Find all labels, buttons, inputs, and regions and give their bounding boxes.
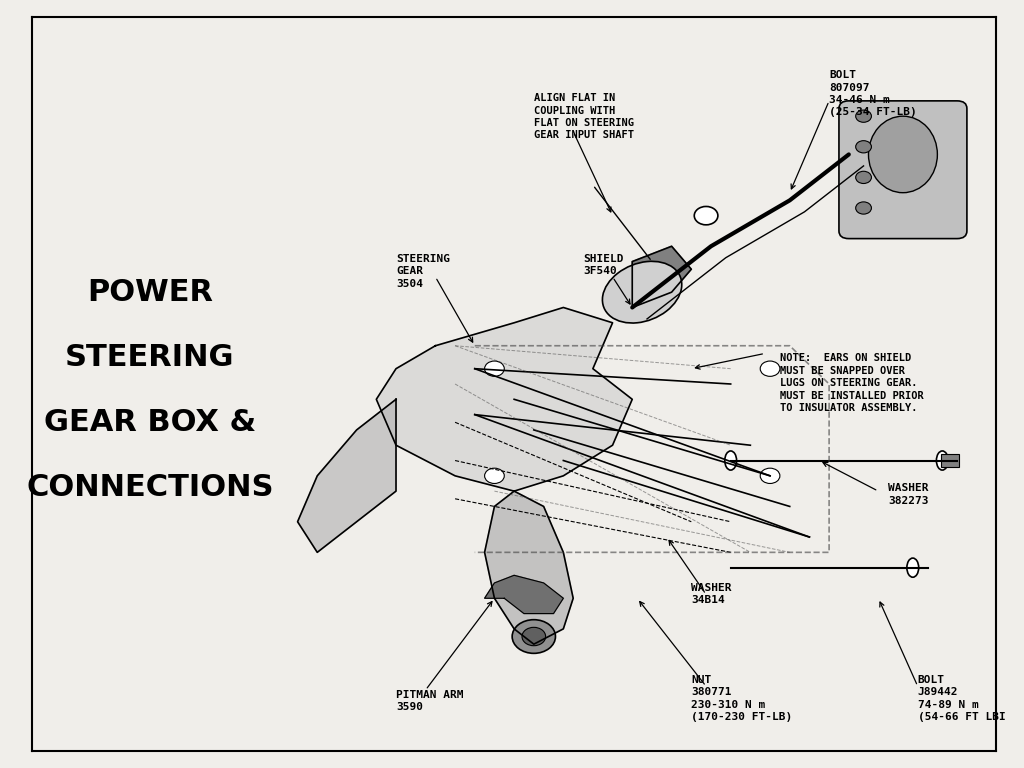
Text: NOTE:  EARS ON SHIELD
MUST BE SNAPPED OVER
LUGS ON STEERING GEAR.
MUST BE INSTAL: NOTE: EARS ON SHIELD MUST BE SNAPPED OVE… [780, 353, 924, 413]
Circle shape [484, 468, 504, 484]
Ellipse shape [725, 451, 736, 470]
Polygon shape [484, 575, 563, 614]
Text: STEERING
GEAR
3504: STEERING GEAR 3504 [396, 254, 450, 289]
Ellipse shape [868, 116, 937, 193]
Text: GEAR BOX &: GEAR BOX & [44, 408, 256, 437]
Text: ALIGN FLAT IN
COUPLING WITH
FLAT ON STEERING
GEAR INPUT SHAFT: ALIGN FLAT IN COUPLING WITH FLAT ON STEE… [534, 93, 634, 141]
Text: WASHER
34B14: WASHER 34B14 [691, 583, 732, 605]
Circle shape [694, 207, 718, 225]
Circle shape [856, 202, 871, 214]
Ellipse shape [907, 558, 919, 578]
Ellipse shape [602, 261, 682, 323]
Text: NUT
380771
230-310 N m
(170-230 FT-LB): NUT 380771 230-310 N m (170-230 FT-LB) [691, 675, 793, 722]
Circle shape [856, 110, 871, 122]
Circle shape [856, 171, 871, 184]
Polygon shape [632, 247, 691, 307]
Circle shape [512, 620, 555, 654]
Polygon shape [377, 307, 632, 491]
Circle shape [856, 141, 871, 153]
Text: BOLT
J89442
74-89 N m
(54-66 FT LBI: BOLT J89442 74-89 N m (54-66 FT LBI [918, 675, 1006, 722]
FancyBboxPatch shape [839, 101, 967, 239]
Text: SHIELD
3F540: SHIELD 3F540 [583, 254, 624, 276]
Circle shape [522, 627, 546, 646]
Polygon shape [298, 399, 396, 552]
Polygon shape [484, 491, 573, 644]
Text: WASHER
382273: WASHER 382273 [888, 484, 929, 506]
Text: POWER: POWER [87, 278, 213, 306]
Text: CONNECTIONS: CONNECTIONS [27, 473, 273, 502]
Text: BOLT
807097
34-46 N m
(25-34 FT-LB): BOLT 807097 34-46 N m (25-34 FT-LB) [829, 70, 916, 118]
Circle shape [484, 361, 504, 376]
FancyBboxPatch shape [941, 455, 959, 467]
Ellipse shape [936, 451, 948, 470]
Text: PITMAN ARM
3590: PITMAN ARM 3590 [396, 690, 464, 713]
Text: STEERING: STEERING [66, 343, 234, 372]
Circle shape [760, 468, 780, 484]
Circle shape [760, 361, 780, 376]
